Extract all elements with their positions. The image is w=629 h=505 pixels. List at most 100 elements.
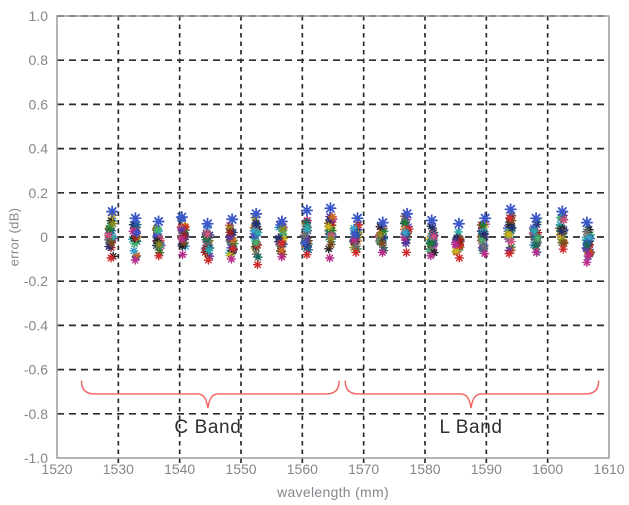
data-marker — [533, 233, 543, 243]
data-marker — [325, 253, 335, 263]
data-marker — [253, 228, 263, 238]
data-marker — [557, 226, 567, 237]
data-marker — [426, 251, 436, 261]
data-marker — [556, 205, 569, 218]
data-marker — [277, 252, 287, 262]
data-marker — [106, 216, 116, 226]
y-tick-label: -0.2 — [24, 273, 48, 289]
data-marker — [203, 255, 213, 265]
data-marker — [582, 257, 592, 268]
y-tick-label: -1.0 — [24, 450, 48, 466]
data-marker — [425, 214, 438, 227]
data-marker — [201, 231, 211, 241]
data-marker — [582, 240, 592, 250]
data-marker — [399, 232, 410, 243]
data-marker — [155, 248, 165, 258]
data-marker — [103, 230, 114, 241]
x-tick-label: 1540 — [164, 461, 195, 477]
data-marker — [504, 203, 517, 216]
data-marker — [425, 239, 435, 249]
data-marker — [278, 249, 288, 260]
data-marker — [375, 230, 385, 240]
x-tick-label: 1590 — [471, 461, 502, 477]
data-marker — [106, 253, 116, 263]
data-marker — [129, 246, 139, 256]
data-marker — [205, 251, 215, 261]
data-marker — [105, 233, 115, 243]
data-marker — [429, 231, 439, 241]
data-marker — [507, 223, 517, 233]
data-marker — [453, 227, 464, 237]
data-marker — [130, 232, 141, 243]
data-marker — [557, 235, 567, 245]
data-marker — [177, 234, 187, 244]
x-tick-label: 1580 — [409, 461, 440, 477]
y-tick-label: 0.6 — [29, 96, 49, 112]
data-marker — [226, 254, 237, 264]
data-marker — [129, 239, 140, 249]
data-marker — [275, 220, 285, 230]
data-marker — [327, 225, 337, 236]
data-marker — [108, 232, 118, 242]
y-tick-label: 0.2 — [29, 185, 49, 201]
data-marker — [349, 223, 359, 233]
data-marker — [302, 217, 312, 228]
y-tick-label: -0.6 — [24, 362, 48, 378]
data-marker — [177, 241, 187, 251]
data-marker — [349, 229, 360, 239]
data-marker — [583, 251, 593, 261]
data-marker — [225, 227, 235, 237]
y-axis-title: error (dB) — [6, 207, 22, 267]
data-marker — [529, 226, 539, 236]
y-tick-label: 0 — [40, 229, 48, 245]
band-brace — [80, 380, 340, 409]
data-marker — [428, 223, 438, 233]
data-marker — [251, 218, 261, 228]
data-marker — [228, 243, 238, 254]
data-marker — [455, 236, 465, 246]
data-marker — [132, 228, 142, 238]
data-marker — [351, 212, 364, 225]
data-marker — [131, 250, 142, 261]
data-marker — [479, 241, 489, 252]
data-marker — [107, 226, 117, 236]
data-marker — [528, 223, 538, 233]
data-marker — [326, 220, 337, 230]
data-marker — [326, 234, 336, 244]
data-marker — [274, 222, 284, 233]
data-marker — [452, 233, 462, 243]
data-marker — [175, 211, 188, 224]
data-marker — [425, 246, 435, 256]
data-marker — [302, 250, 312, 260]
data-marker — [581, 227, 592, 237]
data-marker — [454, 253, 464, 263]
data-marker — [376, 216, 389, 229]
data-marker — [303, 245, 314, 255]
data-marker — [399, 224, 410, 235]
data-marker — [505, 219, 515, 229]
data-marker — [202, 229, 212, 239]
x-tick-label: 1520 — [41, 461, 72, 477]
data-marker — [401, 238, 411, 248]
data-marker — [200, 247, 210, 257]
data-marker — [477, 235, 487, 245]
data-marker — [249, 226, 259, 236]
data-marker — [299, 230, 309, 240]
data-marker — [226, 213, 239, 226]
data-marker — [480, 248, 490, 259]
data-marker — [581, 235, 591, 245]
data-marker — [106, 205, 119, 218]
data-marker — [559, 215, 569, 225]
data-marker — [251, 249, 261, 259]
data-marker — [302, 223, 312, 233]
data-marker — [555, 220, 565, 230]
data-marker — [250, 207, 263, 220]
x-tick-label: 1550 — [225, 461, 256, 477]
data-marker — [559, 238, 569, 248]
data-marker — [275, 215, 288, 228]
x-tick-label: 1560 — [287, 461, 318, 477]
plot-frame — [56, 15, 610, 459]
data-marker — [253, 252, 263, 262]
data-marker — [324, 244, 334, 254]
